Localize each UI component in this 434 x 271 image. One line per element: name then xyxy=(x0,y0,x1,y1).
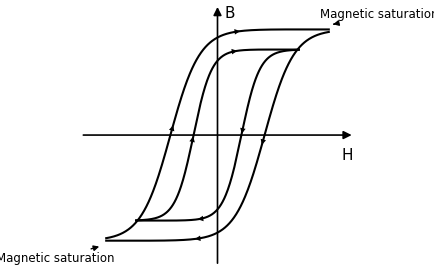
Text: B: B xyxy=(224,6,234,21)
Text: Magnetic saturation: Magnetic saturation xyxy=(319,8,434,25)
Text: Magnetic saturation: Magnetic saturation xyxy=(0,246,115,265)
Text: H: H xyxy=(341,148,352,163)
